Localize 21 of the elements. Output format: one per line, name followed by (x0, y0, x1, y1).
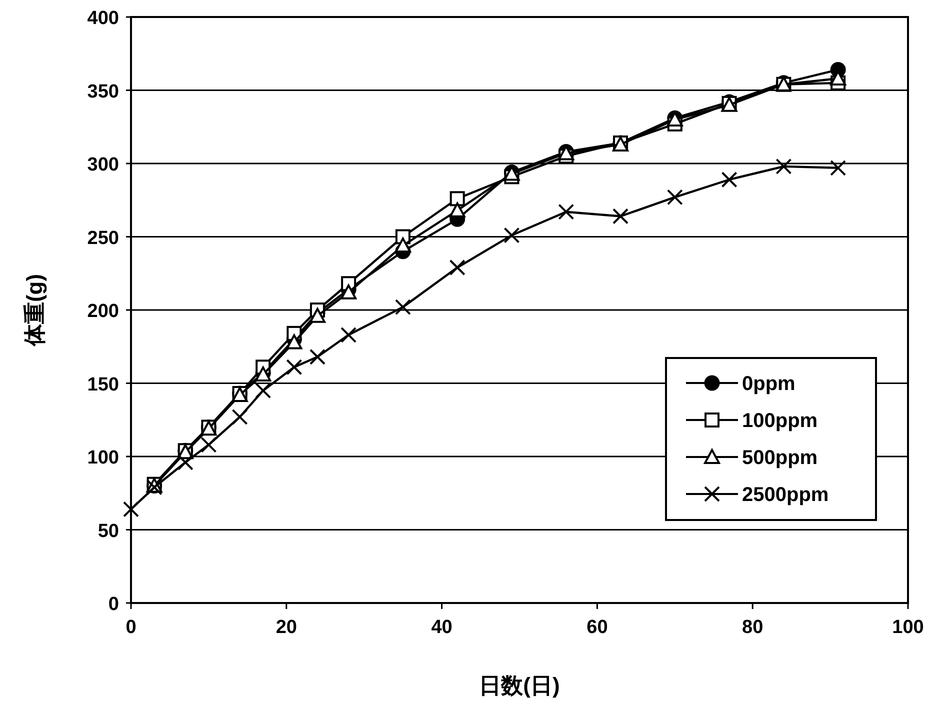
legend-label: 500ppm (742, 447, 818, 469)
y-tick-label: 150 (87, 374, 119, 396)
x-tick-label: 0 (126, 617, 136, 638)
legend-label: 100ppm (742, 410, 818, 432)
x-tick-label: 80 (742, 617, 764, 638)
y-tick-label: 400 (87, 8, 119, 29)
y-tick-label: 50 (98, 520, 119, 542)
x-axis-title: 日数(日) (479, 673, 560, 698)
y-tick-label: 100 (87, 448, 119, 468)
x-tick-label: 60 (586, 617, 608, 638)
legend-label: 2500ppm (742, 484, 829, 506)
x-tick-label: 20 (276, 617, 297, 638)
y-tick-label: 0 (108, 594, 119, 615)
x-tick-label: 40 (431, 617, 452, 638)
legend-label: 0ppm (742, 373, 796, 395)
y-tick-label: 250 (87, 228, 119, 249)
y-tick-label: 200 (87, 301, 119, 322)
y-tick-label: 350 (87, 81, 119, 102)
y-axis-title: 体重(g) (22, 274, 47, 348)
y-tick-label: 300 (87, 154, 119, 176)
x-tick-label: 100 (892, 617, 924, 638)
